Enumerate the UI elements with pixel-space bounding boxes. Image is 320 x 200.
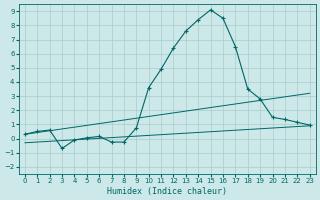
X-axis label: Humidex (Indice chaleur): Humidex (Indice chaleur) [107, 187, 227, 196]
